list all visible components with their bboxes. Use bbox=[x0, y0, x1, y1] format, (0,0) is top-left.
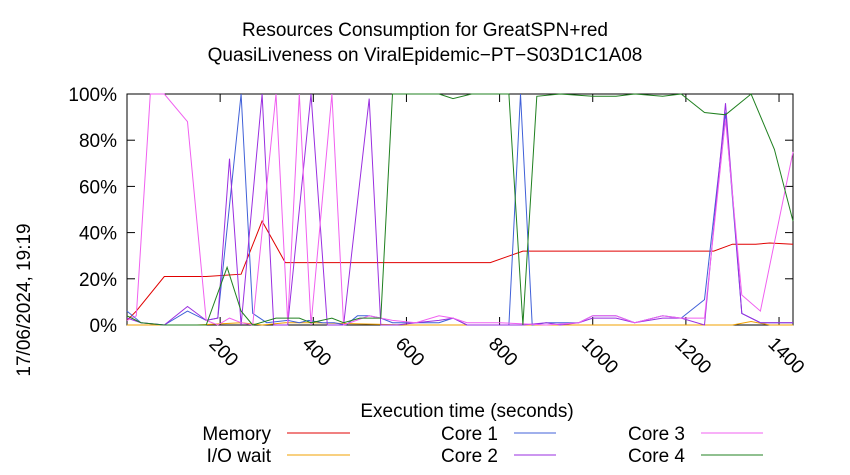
x-tick-label: 1400 bbox=[763, 334, 808, 379]
y-tick-label: 20% bbox=[79, 270, 117, 291]
timestamp-label: 17/06/2024, 19:19 bbox=[14, 223, 35, 376]
series-line-core-1 bbox=[126, 93, 793, 326]
series-line-memory bbox=[126, 219, 794, 321]
y-tick-label: 100% bbox=[68, 85, 117, 106]
y-tick-label: 40% bbox=[79, 224, 117, 245]
legend-label-memory: Memory bbox=[202, 424, 271, 445]
series-line-core-2 bbox=[126, 93, 793, 326]
series-line-core-3 bbox=[126, 93, 794, 326]
legend-label-core-1: Core 1 bbox=[441, 424, 498, 445]
x-tick-label: 800 bbox=[484, 334, 521, 371]
plot-frame bbox=[126, 93, 794, 326]
y-tick-label: 80% bbox=[79, 131, 117, 152]
series-line-core-4 bbox=[126, 93, 794, 326]
series-lines bbox=[126, 93, 794, 326]
chart-title-line-1: Resources Consumption for GreatSPN+red bbox=[242, 20, 608, 41]
y-tick-label: 0% bbox=[90, 316, 118, 337]
x-tick-label: 200 bbox=[205, 334, 242, 371]
plot-border bbox=[126, 93, 794, 326]
legend-label-core-4: Core 4 bbox=[628, 446, 685, 467]
x-tick-label: 1200 bbox=[670, 334, 715, 379]
x-tick-label: 1000 bbox=[577, 334, 622, 379]
x-axis: 200 400 600 800 1000 1200 1400 bbox=[205, 94, 808, 379]
legend-label-core-3: Core 3 bbox=[628, 424, 685, 445]
legend-label-core-2: Core 2 bbox=[441, 446, 498, 467]
chart-title-line-2: QuasiLiveness on ViralEpidemic−PT−S03D1C… bbox=[207, 45, 643, 66]
x-tick-label: 400 bbox=[298, 334, 335, 371]
y-axis: 0% 20% 40% 60% 80% 100% bbox=[68, 85, 793, 337]
x-axis-label: Execution time (seconds) bbox=[360, 401, 573, 422]
legend-label-i-o-wait: I/O wait bbox=[207, 446, 272, 467]
x-tick-label: 600 bbox=[391, 334, 428, 371]
y-tick-label: 60% bbox=[79, 177, 117, 198]
